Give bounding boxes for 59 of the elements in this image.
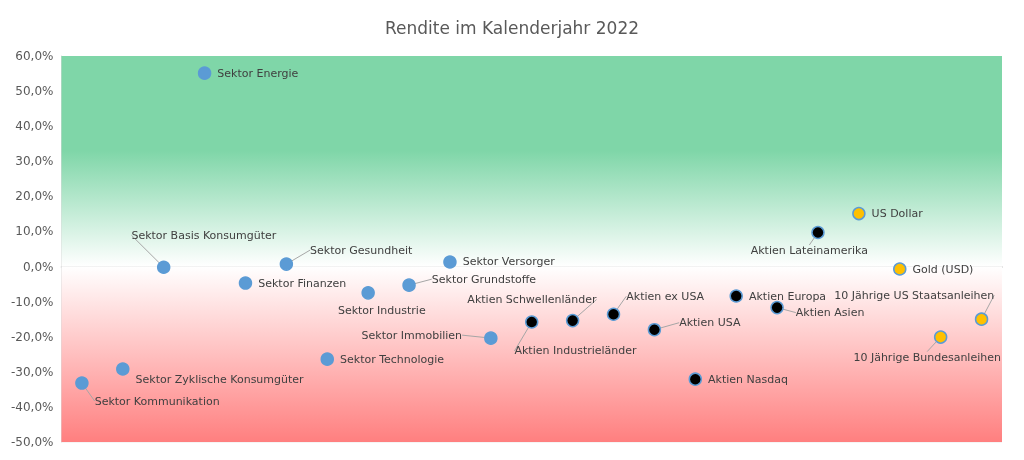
series-label: Sektor Zyklische Konsumgüter — [135, 372, 305, 386]
series-label: US Dollar — [871, 207, 924, 221]
point — [75, 376, 89, 390]
text: Sektor Immobilien — [361, 328, 463, 342]
series-label: Aktien Lateinamerika — [750, 244, 868, 258]
point — [524, 315, 539, 329]
point — [688, 372, 703, 386]
y-tick-label: -30,0% — [11, 364, 54, 379]
text: Sektor Basis Konsumgüter — [131, 228, 277, 242]
point — [770, 300, 784, 315]
series-label: Gold (USD) — [912, 262, 974, 276]
chart-title: Rendite im Kalenderjahr 2022 — [384, 17, 640, 38]
point — [197, 66, 212, 80]
point — [402, 278, 416, 292]
y-tick-label: 50,0% — [15, 84, 54, 99]
point — [852, 206, 866, 221]
point — [238, 276, 253, 290]
series-label: 10 Jährige US Staatsanleihen — [834, 288, 995, 302]
point — [565, 313, 580, 328]
y-tick-label: -10,0% — [11, 294, 54, 309]
text: Aktien Industrieländer — [514, 344, 638, 358]
point — [443, 255, 457, 269]
point — [279, 257, 294, 271]
series-label: Aktien Asien — [795, 306, 865, 320]
y-tick-label: 60,0% — [15, 49, 54, 63]
series-label: Aktien Europa — [748, 289, 827, 303]
y-tick-label: 10,0% — [15, 224, 54, 239]
series-label: Sektor Technologie — [340, 352, 445, 366]
point — [729, 289, 743, 303]
y-tick-label: 20,0% — [15, 189, 54, 204]
y-tick-label: -50,0% — [11, 435, 54, 449]
point — [156, 260, 171, 274]
point — [811, 225, 825, 240]
series-label: Sektor Kommunikation — [94, 394, 220, 408]
point — [606, 307, 621, 322]
point — [647, 322, 662, 337]
series-label: Sektor Industrie — [337, 304, 426, 318]
y-tick-label: -20,0% — [11, 329, 54, 344]
point — [893, 262, 907, 276]
point — [320, 352, 335, 366]
point — [116, 362, 130, 376]
series-label: Aktien Nasdaq — [708, 372, 788, 386]
point — [933, 330, 948, 344]
series-label: Sektor Energie — [217, 66, 299, 80]
series-label: Aktien Schwellenländer — [467, 293, 598, 307]
series-label: Aktien USA — [679, 316, 741, 330]
point — [361, 286, 375, 300]
series-label: Sektor Finanzen — [258, 276, 347, 290]
series-label: Sektor Grundstoffe — [431, 272, 537, 286]
y-tick-label: 30,0% — [15, 154, 54, 169]
y-tick-label: -40,0% — [11, 399, 54, 414]
y-tick-label: 40,0% — [15, 119, 54, 134]
series-label: 10 Jährige Bundesanleihen — [853, 350, 1001, 364]
y-tick-label: 0,0% — [22, 259, 54, 274]
series-label: Sektor Versorger — [462, 255, 556, 269]
series-label: Aktien ex USA — [626, 289, 705, 303]
point — [484, 331, 498, 345]
series-label: Sektor Gesundheit — [310, 243, 414, 257]
point — [974, 312, 989, 326]
